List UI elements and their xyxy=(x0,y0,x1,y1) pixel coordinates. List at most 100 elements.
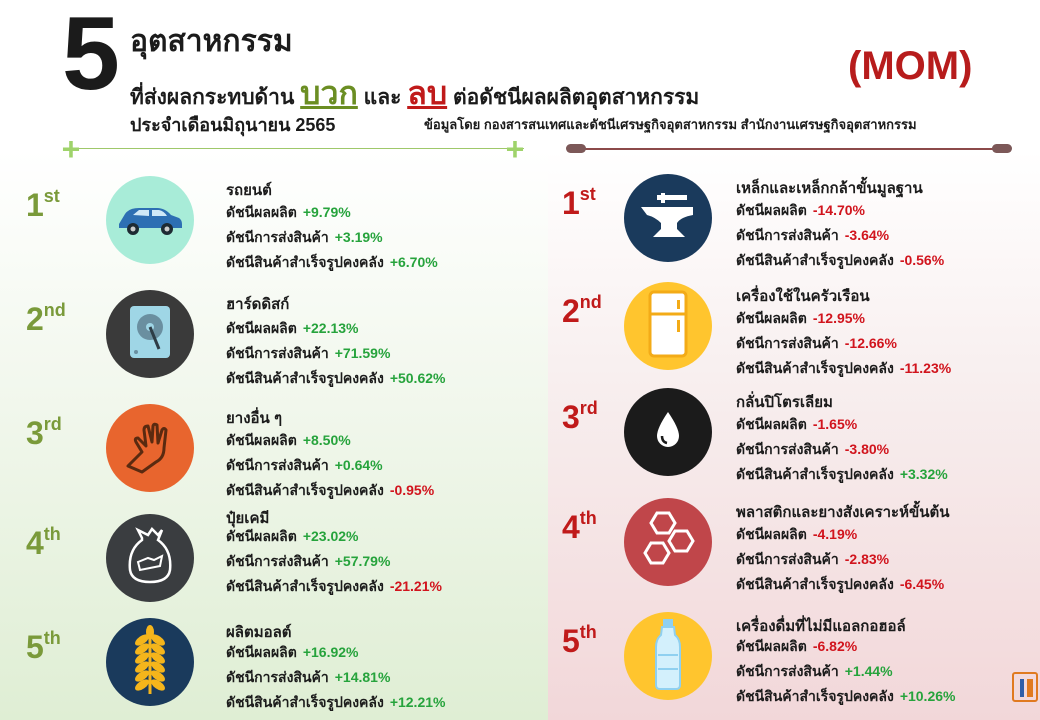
shipment-label: ดัชนีการส่งสินค้า xyxy=(226,345,329,361)
positive-rank-3: 3rd xyxy=(26,414,62,452)
positive-shipment-row-5: ดัชนีการส่งสินค้า +14.81% xyxy=(226,667,390,689)
negative-shipment-row-2: ดัชนีการส่งสินค้า -12.66% xyxy=(736,333,897,355)
inventory-value: -11.23% xyxy=(899,360,952,376)
shipment-label: ดัชนีการส่งสินค้า xyxy=(736,663,839,679)
negative-production-row-5: ดัชนีผลผลิต -6.82% xyxy=(736,636,857,658)
shipment-value: +57.79% xyxy=(334,553,391,569)
positive-inventory-row-5: ดัชนีสินค้าสำเร็จรูปคงคลัง +12.21% xyxy=(226,692,445,714)
production-label: ดัชนีผลผลิต xyxy=(736,526,807,542)
rank-suffix: th xyxy=(43,628,61,648)
shipment-label: ดัชนีการส่งสินค้า xyxy=(226,553,329,569)
positive-inventory-row-2: ดัชนีสินค้าสำเร็จรูปคงคลัง +50.62% xyxy=(226,368,445,390)
negative-industry-name-4: พลาสติกและยางสังเคราะห์ขั้นต้น xyxy=(736,504,950,521)
rank-suffix: nd xyxy=(43,300,66,320)
mom-label: (MOM) xyxy=(848,44,973,88)
inventory-label: ดัชนีสินค้าสำเร็จรูปคงคลัง xyxy=(736,576,894,592)
hexagon-molecule-icon xyxy=(635,509,701,576)
rank-suffix: th xyxy=(579,508,597,528)
inventory-label: ดัชนีสินค้าสำเร็จรูปคงคลัง xyxy=(226,254,384,270)
title-line-1: อุตสาหกรรม xyxy=(130,25,293,58)
inventory-value: -6.45% xyxy=(899,576,945,592)
production-value: -14.70% xyxy=(812,202,865,218)
production-label: ดัชนีผลผลิต xyxy=(736,310,807,326)
positive-icon-circle-2 xyxy=(106,290,194,378)
inventory-value: +12.21% xyxy=(389,694,446,710)
rank-suffix: rd xyxy=(43,414,62,434)
negative-rank-2: 2nd xyxy=(562,292,602,330)
negative-industry-name-3: กลั่นปิโตรเลียม xyxy=(736,394,833,411)
negative-production-row-4: ดัชนีผลผลิต -4.19% xyxy=(736,524,857,546)
inventory-label: ดัชนีสินค้าสำเร็จรูปคงคลัง xyxy=(736,360,894,376)
refrigerator-icon xyxy=(646,290,690,363)
negative-rank-3: 3rd xyxy=(562,398,598,436)
negative-rank-4: 4th xyxy=(562,508,597,546)
positive-inventory-row-3: ดัชนีสินค้าสำเร็จรูปคงคลัง -0.95% xyxy=(226,480,434,502)
inventory-value: +6.70% xyxy=(389,254,438,270)
positive-inventory-row-4: ดัชนีสินค้าสำเร็จรูปคงคลัง -21.21% xyxy=(226,576,442,598)
inventory-label: ดัชนีสินค้าสำเร็จรูปคงคลัง xyxy=(736,688,894,704)
positive-industry-name-5: ผลิตมอลต์ xyxy=(226,624,292,641)
positive-industry-name-4: ปุ๋ยเคมี xyxy=(226,510,270,527)
negative-production-row-3: ดัชนีผลผลิต -1.65% xyxy=(736,414,857,436)
positive-word: บวก xyxy=(300,75,358,111)
negative-icon-circle-4 xyxy=(624,498,712,586)
left-panel-background xyxy=(0,150,548,720)
positive-industry-name-1: รถยนต์ xyxy=(226,182,272,199)
and-word: และ xyxy=(363,86,402,109)
car-icon xyxy=(115,198,185,243)
divider-cap-left xyxy=(566,144,586,153)
negative-industry-name-5: เครื่องดื่มที่ไม่มีแอลกอฮอล์ xyxy=(736,618,906,635)
shipment-value: -2.83% xyxy=(844,551,890,567)
rank-suffix: th xyxy=(579,622,597,642)
plus-icon: + xyxy=(505,131,525,167)
inventory-value: +50.62% xyxy=(389,370,446,386)
production-value: -1.65% xyxy=(812,416,858,432)
inventory-label: ดัชนีสินค้าสำเร็จรูปคงคลัง xyxy=(736,252,894,268)
shipment-value: +3.19% xyxy=(334,229,383,245)
positive-production-row-2: ดัชนีผลผลิต +22.13% xyxy=(226,318,359,340)
rank-number: 1 xyxy=(26,187,44,223)
production-value: -12.95% xyxy=(812,310,865,326)
production-label: ดัชนีผลผลิต xyxy=(226,204,297,220)
production-value: +16.92% xyxy=(302,644,359,660)
rank-number: 2 xyxy=(562,293,580,329)
rank-suffix: rd xyxy=(579,398,598,418)
wheat-icon xyxy=(127,624,173,701)
inventory-value: +10.26% xyxy=(899,688,956,704)
negative-shipment-row-1: ดัชนีการส่งสินค้า -3.64% xyxy=(736,225,889,247)
negative-shipment-row-3: ดัชนีการส่งสินค้า -3.80% xyxy=(736,439,889,461)
negative-inventory-row-4: ดัชนีสินค้าสำเร็จรูปคงคลัง -6.45% xyxy=(736,574,944,596)
shipment-value: +0.64% xyxy=(334,457,383,473)
negative-inventory-row-1: ดัชนีสินค้าสำเร็จรูปคงคลัง -0.56% xyxy=(736,250,944,272)
inventory-value: +3.32% xyxy=(899,466,948,482)
title-prefix: ที่ส่งผลกระทบด้าน xyxy=(130,86,295,109)
rank-number: 1 xyxy=(562,185,580,221)
production-value: +9.79% xyxy=(302,204,351,220)
positive-rank-2: 2nd xyxy=(26,300,66,338)
positive-inventory-row-1: ดัชนีสินค้าสำเร็จรูปคงคลัง +6.70% xyxy=(226,252,438,274)
fertilizer-sack-icon xyxy=(124,526,176,591)
inventory-value: -21.21% xyxy=(389,578,442,594)
rank-suffix: nd xyxy=(579,292,602,312)
rank-number: 2 xyxy=(26,301,44,337)
negative-inventory-row-3: ดัชนีสินค้าสำเร็จรูปคงคลัง +3.32% xyxy=(736,464,948,486)
production-label: ดัชนีผลผลิต xyxy=(226,432,297,448)
positive-shipment-row-1: ดัชนีการส่งสินค้า +3.19% xyxy=(226,227,383,249)
negative-word: ลบ xyxy=(407,75,448,111)
negative-icon-circle-1 xyxy=(624,174,712,262)
hard-disk-icon xyxy=(127,303,173,366)
production-label: ดัชนีผลผลิต xyxy=(736,638,807,654)
title-line-2: ที่ส่งผลกระทบด้าน บวก และ ลบ ต่อดัชนีผลผ… xyxy=(130,68,699,119)
positive-shipment-row-4: ดัชนีการส่งสินค้า +57.79% xyxy=(226,551,390,573)
positive-icon-circle-4 xyxy=(106,514,194,602)
oil-drop-icon xyxy=(653,410,683,455)
positive-rank-4: 4th xyxy=(26,524,61,562)
rank-number: 4 xyxy=(562,509,580,545)
negative-icon-circle-5 xyxy=(624,612,712,700)
title-period: ประจำเดือนมิถุนายน 2565 xyxy=(130,115,336,135)
anvil-icon xyxy=(637,189,699,248)
production-label: ดัชนีผลผลิต xyxy=(226,644,297,660)
positive-icon-circle-3 xyxy=(106,404,194,492)
positive-production-row-3: ดัชนีผลผลิต +8.50% xyxy=(226,430,351,452)
negative-rank-5: 5th xyxy=(562,622,597,660)
